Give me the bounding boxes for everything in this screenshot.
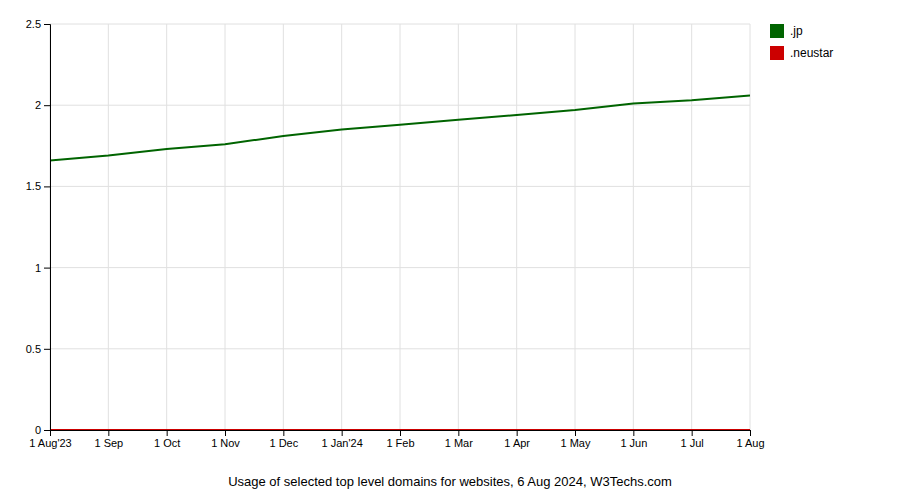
tick: 0 (35, 424, 50, 436)
axis-line (51, 431, 751, 437)
tick-mark (167, 430, 168, 436)
line (50, 429, 750, 430)
tick-mark (44, 268, 50, 269)
tick: 1 Sep (94, 430, 123, 449)
grid-line-x (108, 24, 109, 430)
tick: 1 Apr (504, 430, 530, 449)
tick: 1.5 (26, 180, 50, 192)
lines (50, 95, 750, 430)
tick-label: 0 (35, 424, 41, 436)
legend: .jp .neustar (770, 24, 833, 60)
tick-mark (50, 430, 51, 436)
tick-label: 1 Oct (154, 437, 180, 449)
tick: 1 Nov (211, 430, 240, 449)
tick-mark (225, 430, 226, 436)
tick: 1 Jan'24 (322, 430, 363, 449)
tick-mark (44, 349, 50, 350)
tick-label: 1 Mar (445, 437, 473, 449)
tick-label: 1.5 (26, 180, 41, 192)
tick: 1 Feb (386, 430, 414, 449)
tick-label: 2.5 (26, 18, 41, 30)
tick-mark (44, 430, 50, 431)
tick: 1 (35, 262, 50, 274)
tick-mark (342, 430, 343, 436)
grid-line-x (400, 24, 401, 430)
tick-label: 1 Jan'24 (322, 437, 363, 449)
tick-mark (458, 430, 459, 436)
tick-label: 1 Jun (620, 437, 647, 449)
grid-line-x (516, 24, 517, 430)
grid-line-x (283, 24, 284, 430)
tick: 1 Dec (269, 430, 298, 449)
tick-label: 1 (35, 262, 41, 274)
tick-mark (517, 430, 518, 436)
tick: 0.5 (26, 343, 50, 355)
plot: 0 0.5 1 1.5 2 2.5 1 Aug'23 1 Sep 1 Oct 1 Nov 1 Dec… (26, 18, 765, 449)
tick-mark (575, 430, 576, 436)
legend-label: .neustar (790, 46, 833, 60)
tick-label: 1 May (561, 437, 591, 449)
grid-line-x (575, 24, 576, 430)
tick-mark (44, 105, 50, 106)
tick-label: 1 Dec (269, 437, 298, 449)
tick-mark (283, 430, 284, 436)
grid-line-x (225, 24, 226, 430)
grid-line-x (458, 24, 459, 430)
tick-mark (44, 24, 50, 25)
y-axis: 0 0.5 1 1.5 2 2.5 (26, 18, 51, 436)
tick: 1 Aug (736, 430, 764, 449)
tick-mark (400, 430, 401, 436)
grid-line-x (166, 24, 167, 430)
tick: 2 (35, 99, 50, 111)
tick: 1 May (561, 430, 591, 449)
title: Usage of selected top level domains for … (228, 474, 672, 489)
tick: 1 Mar (445, 430, 473, 449)
grid-line-x (633, 24, 634, 430)
legend-swatch (770, 24, 784, 38)
tick-label: 0.5 (26, 343, 41, 355)
tick-mark (692, 430, 693, 436)
tick-label: 2 (35, 99, 41, 111)
tick-label: 1 Jul (681, 437, 704, 449)
x-axis: 1 Aug'23 1 Sep 1 Oct 1 Nov 1 Dec 1 Jan'24 1 Fe… (29, 430, 764, 449)
tick: 1 Oct (154, 430, 180, 449)
tick-label: 1 Sep (94, 437, 123, 449)
tick-mark (44, 186, 50, 187)
legend-label: .jp (790, 24, 803, 38)
tick-mark (633, 430, 634, 436)
line (50, 95, 750, 160)
grid-line-x (750, 24, 751, 430)
axis-line (44, 25, 51, 431)
legend-item: .neustar (770, 46, 833, 60)
tick-label: 1 Aug (736, 437, 764, 449)
tick-mark (108, 430, 109, 436)
grid-line-x (691, 24, 692, 430)
tick-label: 1 Feb (386, 437, 414, 449)
chart: 0 0.5 1 1.5 2 2.5 1 Aug'23 1 Sep 1 Oct 1 Nov 1 Dec… (0, 0, 900, 500)
tick-label: 1 Nov (211, 437, 240, 449)
tick: 1 Aug'23 (29, 430, 71, 449)
tick: 1 Jul (681, 430, 704, 449)
tick-label: 1 Aug'23 (29, 437, 71, 449)
tick-mark (750, 430, 751, 436)
legend-swatch (770, 46, 784, 60)
tick: 1 Jun (620, 430, 647, 449)
legend-item: .jp (770, 24, 803, 38)
tick: 2.5 (26, 18, 50, 30)
tick-label: 1 Apr (504, 437, 530, 449)
grid (50, 24, 750, 430)
grid-line-x (341, 24, 342, 430)
